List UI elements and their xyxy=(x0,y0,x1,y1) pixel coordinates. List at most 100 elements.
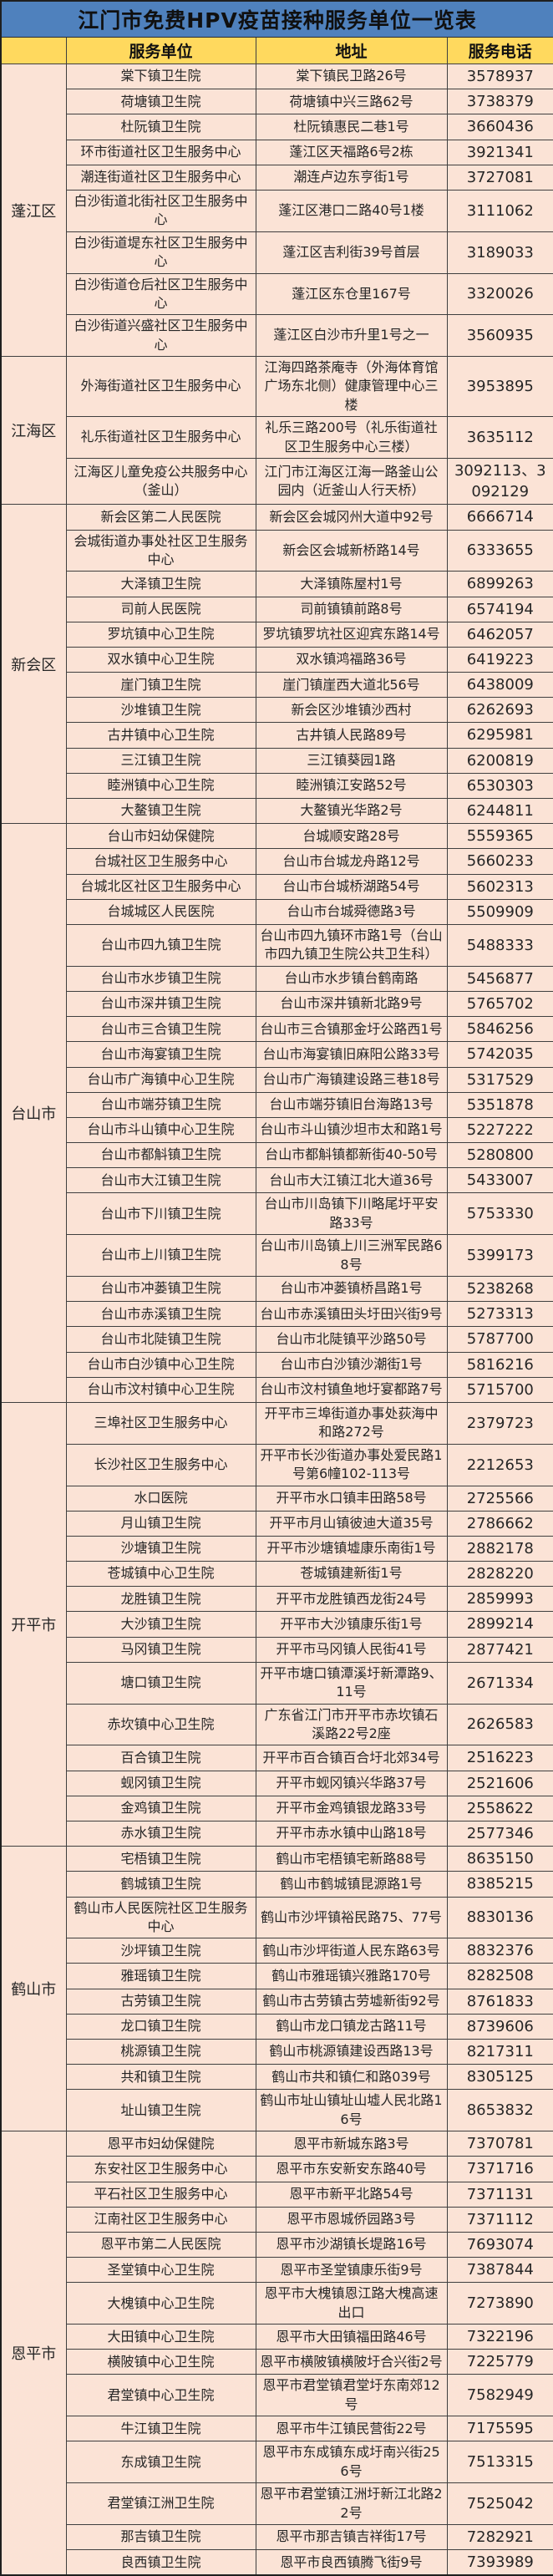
address-cell: 蓬江区港口二路40号1楼 xyxy=(255,189,448,232)
table-row: 台山市汶村镇中心卫生院 台山市汶村镇鱼地圩宴都路7号 5715700 xyxy=(1,1376,553,1403)
phone-cell: 5227222 xyxy=(446,1116,553,1144)
address-cell: 潮连卢边东亨街1号 xyxy=(255,164,448,191)
table-row: 马冈镇卫生院 开平市马冈镇人民街41号 2877421 xyxy=(1,1636,553,1663)
table-row: 台城城区人民医院 台山市台城舜德路3号 5509909 xyxy=(1,898,553,925)
table-row: 台城北区社区卫生服务中心 台山市台城桥湖路54号 5602313 xyxy=(1,873,553,900)
address-cell: 双水镇鸿福路36号 xyxy=(255,646,448,673)
address-cell: 司前镇镇前路8号 xyxy=(255,596,448,622)
table-row: 良西镇卫生院 恩平市良西镇腾飞街9号 7393989 xyxy=(1,2549,553,2576)
unit-cell: 台山市三合镇卫生院 xyxy=(65,1016,256,1043)
address-cell: 台山市台城桥湖路54号 xyxy=(255,873,448,900)
table-row: 沙堆镇卫生院 新会区沙堆镇沙西村 6262693 xyxy=(1,697,553,724)
address-cell: 台山市海宴镇旧麻阳公路33号 xyxy=(255,1041,448,1068)
unit-cell: 白沙街道北街社区卫生服务中心 xyxy=(65,189,256,232)
unit-cell: 月山镇卫生院 xyxy=(65,1510,256,1537)
phone-cell: 3738379 xyxy=(446,89,553,115)
phone-cell: 3727081 xyxy=(446,164,553,191)
phone-cell: 8282508 xyxy=(446,1963,553,1989)
table-row: 大槐镇中心卫生院 恩平市大槐镇恩江路大槐高速出口 7273890 xyxy=(1,2282,553,2325)
table-row: 白沙街道北街社区卫生服务中心 蓬江区港口二路40号1楼 3111062 xyxy=(1,189,553,232)
table-row: 台山市赤溪镇卫生院 台山市赤溪镇田头圩田兴街9号 5273313 xyxy=(1,1301,553,1328)
unit-cell: 东安社区卫生服务中心 xyxy=(65,2156,256,2182)
phone-cell: 3111062 xyxy=(446,189,553,232)
column-header-phone: 服务电话 xyxy=(446,37,553,64)
address-cell: 蓬江区天福路6号2栋 xyxy=(255,139,448,165)
phone-cell: 7282921 xyxy=(446,2524,553,2551)
unit-cell: 台山市四九镇卫生院 xyxy=(65,923,256,967)
address-cell: 恩平市恩城侨园路3号 xyxy=(255,2206,448,2233)
address-cell: 台山市大江镇江北大道36号 xyxy=(255,1167,448,1194)
address-cell: 鹤山市共和镇仁和路039号 xyxy=(255,2064,448,2091)
address-cell: 广东省江门市开平市赤坎镇石溪路22号2座 xyxy=(255,1703,448,1746)
unit-cell: 台山市都斛镇卫生院 xyxy=(65,1142,256,1169)
phone-cell: 6899263 xyxy=(446,571,553,597)
phone-cell: 2828220 xyxy=(446,1561,553,1588)
phone-cell: 3578937 xyxy=(446,63,553,90)
phone-cell: 7273890 xyxy=(446,2282,553,2325)
address-cell: 恩平市圣堂镇康乐街9号 xyxy=(255,2257,448,2284)
district-cell: 开平市 xyxy=(0,1401,67,1847)
address-cell: 恩平市大槐镇恩江路大槐高速出口 xyxy=(255,2282,448,2325)
phone-cell: 2516223 xyxy=(446,1745,553,1771)
address-cell: 台山市水步镇台鹤南路 xyxy=(255,965,448,992)
unit-cell: 塘口镇卫生院 xyxy=(65,1661,256,1705)
unit-cell: 外海街道社区卫生服务中心 xyxy=(65,356,256,418)
unit-cell: 牛江镇卫生院 xyxy=(65,2416,256,2442)
phone-cell: 6244811 xyxy=(446,798,553,825)
phone-cell: 5273313 xyxy=(446,1301,553,1328)
unit-cell: 鹤山市人民医院社区卫生服务中心 xyxy=(65,1896,256,1939)
table-row: 台城社区卫生服务中心 台山市台城龙舟路12号 5660233 xyxy=(1,848,553,875)
phone-cell: 2671334 xyxy=(446,1661,553,1705)
table-row: 苍城镇中心卫生院 苍城镇建新街1号 2828220 xyxy=(1,1561,553,1588)
phone-cell: 5816216 xyxy=(446,1351,553,1378)
phone-cell: 2725566 xyxy=(446,1485,553,1512)
table-row: 罗坑镇中心卫生院 罗坑镇罗坑社区迎宾东路14号 6462057 xyxy=(1,621,553,648)
table-row: 君堂镇中心卫生院 恩平市君堂镇君堂圩东南郊12号 7582949 xyxy=(1,2374,553,2417)
district-cell: 江海区 xyxy=(0,356,67,506)
unit-cell: 荷塘镇卫生院 xyxy=(65,89,256,115)
table-row: 台山市都斛镇卫生院 台山市都斛镇都新街40-50号 5280800 xyxy=(1,1142,553,1169)
address-cell: 台山市北陡镇平沙路50号 xyxy=(255,1326,448,1353)
table-row: 台山市水步镇卫生院 台山市水步镇台鹤南路 5456877 xyxy=(1,965,553,992)
unit-cell: 赤水镇卫生院 xyxy=(65,1820,256,1847)
unit-cell: 苍城镇中心卫生院 xyxy=(65,1561,256,1588)
unit-cell: 台山市下川镇卫生院 xyxy=(65,1192,256,1236)
address-cell: 开平市金鸡镇银龙路33号 xyxy=(255,1795,448,1821)
phone-cell: 3660436 xyxy=(446,114,553,140)
phone-cell: 5765702 xyxy=(446,990,553,1018)
table-row: 恩平市第二人民医院 恩平市沙湖镇长堤路16号 7693074 xyxy=(1,2231,553,2258)
table-row: 水口医院 开平市水口镇丰田路58号 2725566 xyxy=(1,1485,553,1512)
table-row: 三江镇卫生院 三江镇葵园1路 6200819 xyxy=(1,747,553,774)
address-cell: 开平市百合镇百合圩北郊34号 xyxy=(255,1745,448,1771)
address-cell: 恩平市良西镇腾飞街9号 xyxy=(255,2549,448,2576)
table-row: 荷塘镇卫生院 荷塘镇中兴三路62号 3738379 xyxy=(1,89,553,115)
phone-cell: 2877421 xyxy=(446,1636,553,1663)
phone-cell: 5559365 xyxy=(446,823,553,850)
phone-cell: 2786662 xyxy=(446,1510,553,1537)
table-row: 台山市白沙镇中心卫生院 台山市白沙镇沙潮街1号 5816216 xyxy=(1,1351,553,1378)
unit-cell: 台山市冲蒌镇卫生院 xyxy=(65,1276,256,1303)
address-cell: 新会区会城新桥路14号 xyxy=(255,529,448,572)
table-row: 台山市广海镇中心卫生院 台山市广海镇建设路三巷18号 5317529 xyxy=(1,1066,553,1093)
address-cell: 开平市赤水镇中山路18号 xyxy=(255,1820,448,1847)
table-row: 月山镇卫生院 开平市月山镇彼迪大道35号 2786662 xyxy=(1,1510,553,1537)
table-row: 金鸡镇卫生院 开平市金鸡镇银龙路33号 2558622 xyxy=(1,1795,553,1821)
unit-cell: 白沙街道兴盛社区卫生服务中心 xyxy=(65,314,256,358)
address-cell: 三江镇葵园1路 xyxy=(255,747,448,774)
address-cell: 台山市都斛镇都新街40-50号 xyxy=(255,1142,448,1169)
unit-cell: 址山镇卫生院 xyxy=(65,2089,256,2132)
phone-cell: 7393989 xyxy=(446,2549,553,2576)
unit-cell: 江南社区卫生服务中心 xyxy=(65,2206,256,2233)
unit-cell: 台山市赤溪镇卫生院 xyxy=(65,1301,256,1328)
phone-cell: 8305125 xyxy=(446,2064,553,2091)
table-row: 古劳镇卫生院 鹤山市古劳镇古劳墟新街92号 8761833 xyxy=(1,1988,553,2015)
unit-cell: 良西镇卫生院 xyxy=(65,2549,256,2576)
phone-cell: 8217311 xyxy=(446,2039,553,2065)
address-cell: 蓬江区白沙市升里1号之一 xyxy=(255,314,448,358)
unit-cell: 君堂镇中心卫生院 xyxy=(65,2374,256,2417)
table-row: 鹤山市人民医院社区卫生服务中心 鹤山市沙坪镇裕民路75、77号 8830136 xyxy=(1,1896,553,1939)
table-row: 雅瑶镇卫生院 鹤山市雅瑶镇兴雅路170号 8282508 xyxy=(1,1963,553,1989)
phone-cell: 2859993 xyxy=(446,1586,553,1613)
unit-cell: 台山市白沙镇中心卫生院 xyxy=(65,1351,256,1378)
